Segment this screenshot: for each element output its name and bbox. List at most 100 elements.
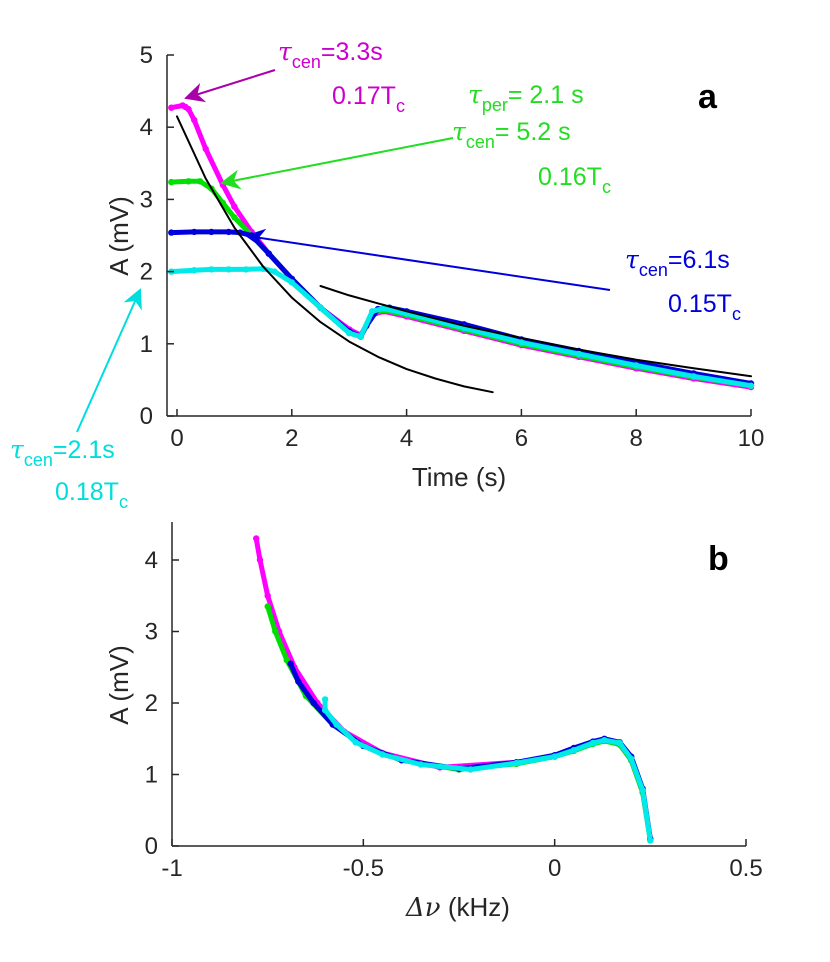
panel-b-point-cyan xyxy=(589,739,597,747)
panel-b-point-cyan xyxy=(352,739,359,746)
svg-text:τcen=2.1s: τcen=2.1s xyxy=(10,435,115,470)
svg-text:0.17Tc: 0.17Tc xyxy=(332,82,405,116)
panel-b-x-ticks: -1 -0.5 0 0.5 xyxy=(161,839,763,882)
panel-a-point-cyan xyxy=(317,304,324,311)
panel-a-point-cyan xyxy=(346,329,353,337)
panel-a-point-cyan xyxy=(191,267,198,274)
panel-b-point-cyan xyxy=(513,759,520,767)
panel-a-y-tick-label: 5 xyxy=(140,42,153,69)
panel-b: -1 -0.5 0 0.5 0 1 2 3 4 Δν (kHz) A (mV) b xyxy=(104,522,763,923)
panel-a-point-magenta xyxy=(231,203,238,210)
panel-a-letter: a xyxy=(698,78,718,116)
panel-b-y-ticks: 0 1 2 3 4 xyxy=(145,547,179,860)
panel-a-x-tick-label: 8 xyxy=(630,425,643,452)
panel-b-point-cyan xyxy=(333,721,340,728)
panel-b-series-green xyxy=(265,604,653,843)
panel-a-x-tick-label: 2 xyxy=(285,425,298,452)
svg-text:τcen= 5.2 s: τcen= 5.2 s xyxy=(452,117,571,152)
panel-a: 0 2 4 6 8 10 0 1 2 3 4 5 Time (s) A (mV) a τcen=3.… xyxy=(10,37,764,512)
panel-b-x-tick-label: 0 xyxy=(548,855,561,882)
svg-text:τcen=3.3s: τcen=3.3s xyxy=(278,37,383,72)
panel-b-point-blue xyxy=(287,660,294,667)
panel-a-series-green xyxy=(168,178,754,389)
panel-a-point-magenta xyxy=(191,116,198,124)
panel-a-point-cyan xyxy=(357,333,364,340)
green-annotation: τper= 2.1 s τcen= 5.2 s 0.16Tc xyxy=(452,80,611,197)
panel-b-series-cyan xyxy=(322,696,653,843)
panel-b-series-magenta xyxy=(253,536,653,842)
panel-a-series-magenta xyxy=(168,103,754,390)
panel-a-point-cyan xyxy=(288,279,295,286)
panel-b-ylabel: A (mV) xyxy=(104,645,134,724)
panel-b-x-tick-label: -1 xyxy=(161,855,182,882)
panel-b-xlabel: Δν (kHz) xyxy=(405,892,510,923)
green-arrow xyxy=(220,137,454,190)
panel-a-point-green xyxy=(185,178,192,185)
panel-b-y-tick-label: 1 xyxy=(145,762,158,789)
panel-a-x-tick-label: 10 xyxy=(738,425,765,452)
panel-a-y-tick-label: 4 xyxy=(140,114,153,141)
panel-a-point-magenta xyxy=(185,105,192,113)
panel-b-point-green xyxy=(272,628,279,635)
panel-a-point-blue xyxy=(208,228,215,236)
panel-b-point-green xyxy=(264,603,271,610)
panel-a-ylabel: A (mV) xyxy=(104,196,134,275)
svg-text:0.16Tc: 0.16Tc xyxy=(538,163,611,197)
svg-text:0.18Tc: 0.18Tc xyxy=(55,478,128,512)
panel-a-x-tick-label: 0 xyxy=(170,425,183,452)
panel-a-point-blue xyxy=(168,229,175,236)
panel-a-point-blue xyxy=(191,228,198,236)
panel-a-x-tick-label: 4 xyxy=(400,425,413,452)
panel-b-point-cyan xyxy=(616,739,623,747)
panel-b-point-magenta xyxy=(253,535,260,542)
panel-b-y-tick-label: 3 xyxy=(145,619,158,646)
panel-b-y-tick-label: 4 xyxy=(145,547,158,574)
panel-a-series-layer xyxy=(168,102,755,394)
delta-nu-symbol: Δν xyxy=(405,893,441,923)
panel-a-series-blue xyxy=(168,229,754,386)
svg-text:0.15Tc: 0.15Tc xyxy=(668,290,741,324)
cyan-arrow xyxy=(76,288,142,433)
panel-b-point-cyan xyxy=(467,766,474,773)
panel-b-point-cyan xyxy=(639,787,646,794)
panel-b-point-blue xyxy=(295,678,302,685)
panel-b-point-magenta xyxy=(256,556,264,564)
panel-a-point-cyan xyxy=(225,266,232,273)
panel-a-point-cyan xyxy=(575,350,582,358)
panel-b-point-cyan xyxy=(570,747,577,754)
panel-b-point-magenta xyxy=(264,592,271,599)
panel-b-letter: b xyxy=(708,540,729,578)
panel-b-point-cyan xyxy=(417,761,424,768)
blue-arrow xyxy=(245,228,611,291)
panel-a-series-fit-late xyxy=(319,285,752,378)
magenta-arrow xyxy=(184,69,276,103)
panel-b-point-cyan xyxy=(551,753,558,760)
panel-a-point-green xyxy=(196,178,204,185)
panel-a-x-ticks: 0 2 4 6 8 10 xyxy=(170,409,764,452)
panel-b-point-cyan xyxy=(601,737,608,744)
panel-a-series-fit-early xyxy=(176,115,494,394)
panel-a-point-green xyxy=(231,214,238,221)
panel-a-point-blue xyxy=(265,250,272,257)
panel-a-point-green xyxy=(168,178,175,186)
panel-a-point-magenta xyxy=(168,104,175,111)
panel-b-y-tick-label: 0 xyxy=(145,833,158,860)
panel-b-point-cyan xyxy=(321,706,329,714)
panel-a-point-cyan xyxy=(690,373,697,380)
panel-a-xlabel: Time (s) xyxy=(412,462,506,492)
magenta-annotation: τcen=3.3s 0.17Tc xyxy=(278,37,405,116)
svg-text:τcen=6.1s: τcen=6.1s xyxy=(625,245,730,280)
blue-annotation: τcen=6.1s 0.15Tc xyxy=(625,245,741,324)
panel-a-point-magenta xyxy=(202,145,209,153)
panel-b-series-blue xyxy=(288,661,653,842)
svg-text:τper= 2.1 s: τper= 2.1 s xyxy=(468,80,584,115)
panel-a-point-cyan xyxy=(271,268,278,275)
panel-a-point-cyan xyxy=(747,382,755,389)
panel-b-point-cyan xyxy=(628,755,635,762)
panel-a-y-tick-label: 2 xyxy=(140,259,153,286)
panel-a-y-ticks: 0 1 2 3 4 5 xyxy=(140,42,174,430)
panel-a-y-tick-label: 0 xyxy=(140,403,153,430)
panel-b-point-cyan xyxy=(647,837,654,844)
panel-b-series-layer xyxy=(253,535,654,844)
